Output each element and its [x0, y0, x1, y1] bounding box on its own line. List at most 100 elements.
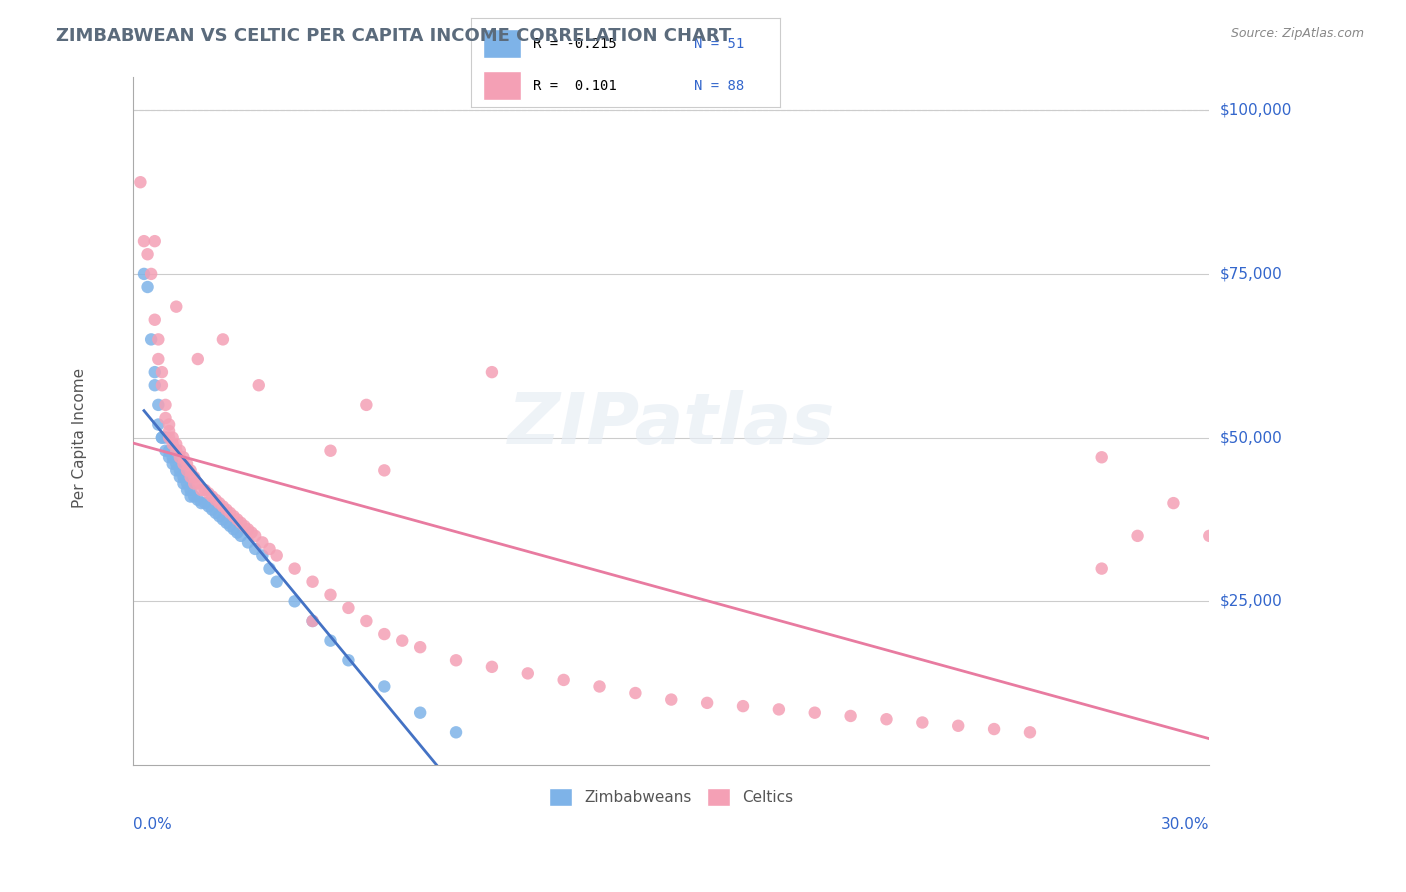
Point	[172, 476, 194, 491]
Point	[155, 411, 177, 425]
Point	[150, 431, 173, 445]
Point	[150, 365, 173, 379]
Point	[444, 653, 467, 667]
Point	[243, 541, 266, 556]
Point	[284, 561, 307, 575]
Point	[208, 496, 231, 510]
Point	[204, 492, 226, 507]
Point	[155, 443, 177, 458]
Point	[172, 457, 194, 471]
Point	[157, 450, 180, 465]
Point	[1163, 496, 1185, 510]
Point	[212, 512, 235, 526]
Point	[215, 516, 238, 530]
Point	[150, 378, 173, 392]
Point	[194, 483, 217, 497]
Point	[875, 712, 897, 726]
Point	[143, 378, 166, 392]
Point	[409, 706, 432, 720]
Point	[233, 519, 256, 533]
Point	[148, 417, 170, 432]
Point	[143, 365, 166, 379]
Text: N = 88: N = 88	[693, 78, 744, 93]
Point	[157, 417, 180, 432]
Point	[373, 680, 395, 694]
Point	[212, 500, 235, 514]
Point	[197, 500, 219, 514]
Point	[132, 267, 155, 281]
Point	[911, 715, 934, 730]
Point	[1198, 529, 1220, 543]
Point	[165, 443, 187, 458]
Point	[162, 450, 184, 465]
Point	[176, 483, 198, 497]
Point	[190, 496, 212, 510]
Point	[157, 431, 180, 445]
Point	[356, 614, 378, 628]
Point	[768, 702, 790, 716]
Point	[165, 437, 187, 451]
Point	[183, 470, 205, 484]
Point	[148, 398, 170, 412]
Point	[731, 699, 754, 714]
Point	[240, 525, 263, 540]
Point	[839, 709, 862, 723]
Point	[212, 332, 235, 346]
Point	[219, 519, 242, 533]
Point	[219, 506, 242, 520]
Point	[141, 267, 163, 281]
Point	[169, 470, 191, 484]
Point	[169, 450, 191, 465]
Point	[553, 673, 575, 687]
Point	[143, 312, 166, 326]
Text: R =  0.101: R = 0.101	[533, 78, 617, 93]
Point	[180, 483, 202, 497]
Point	[150, 431, 173, 445]
Point	[243, 529, 266, 543]
Text: 30.0%: 30.0%	[1161, 817, 1209, 832]
Point	[180, 463, 202, 477]
Point	[284, 594, 307, 608]
Point	[155, 398, 177, 412]
Point	[266, 549, 288, 563]
Point	[162, 437, 184, 451]
Text: $25,000: $25,000	[1220, 594, 1282, 609]
Point	[172, 470, 194, 484]
FancyBboxPatch shape	[484, 71, 520, 100]
FancyBboxPatch shape	[484, 29, 520, 58]
Point	[319, 443, 342, 458]
Point	[983, 722, 1005, 736]
Point	[136, 247, 159, 261]
Point	[252, 549, 274, 563]
Point	[236, 535, 259, 549]
Point	[169, 463, 191, 477]
Point	[337, 653, 360, 667]
Point	[143, 234, 166, 248]
Point	[391, 633, 413, 648]
Text: R = -0.215: R = -0.215	[533, 37, 617, 51]
Point	[169, 443, 191, 458]
Point	[319, 588, 342, 602]
Text: $50,000: $50,000	[1220, 430, 1282, 445]
Text: $100,000: $100,000	[1220, 103, 1292, 118]
Point	[229, 516, 252, 530]
Point	[136, 280, 159, 294]
Point	[129, 175, 152, 189]
Text: 0.0%: 0.0%	[134, 817, 172, 832]
Point	[337, 600, 360, 615]
Legend: Zimbabweans, Celtics: Zimbabweans, Celtics	[543, 781, 800, 813]
Point	[201, 502, 224, 516]
Point	[259, 541, 281, 556]
Point	[197, 486, 219, 500]
Point	[226, 525, 249, 540]
Point	[155, 431, 177, 445]
Point	[187, 352, 209, 367]
Point	[141, 332, 163, 346]
Point	[165, 300, 187, 314]
Point	[247, 378, 270, 392]
Point	[176, 457, 198, 471]
Point	[481, 365, 503, 379]
Point	[444, 725, 467, 739]
Text: N = 51: N = 51	[693, 37, 744, 51]
Point	[696, 696, 718, 710]
